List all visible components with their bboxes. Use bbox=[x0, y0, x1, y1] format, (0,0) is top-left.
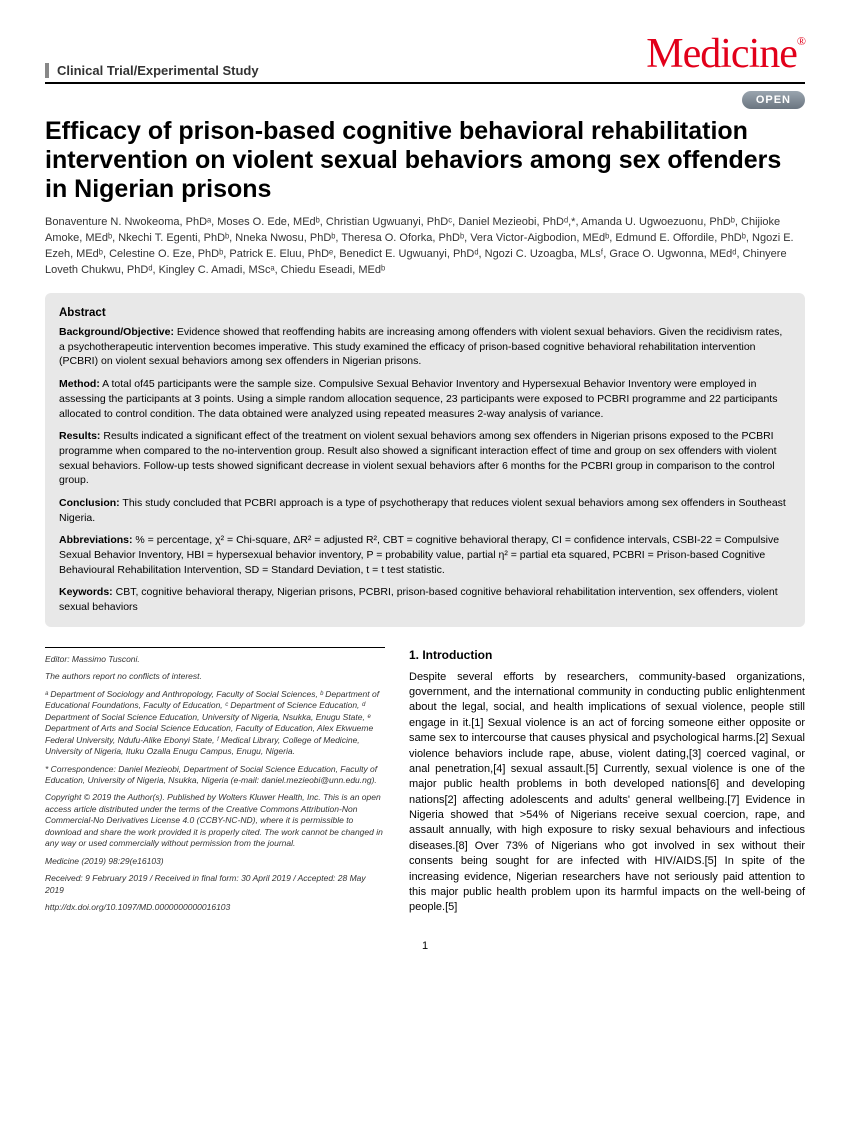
abstract-results: Results: Results indicated a significant… bbox=[59, 429, 791, 488]
registered-icon: ® bbox=[797, 34, 805, 48]
open-badge-row: OPEN bbox=[45, 90, 805, 109]
affiliations: ᵃ Department of Sociology and Anthropolo… bbox=[45, 689, 385, 758]
abbrev-text: % = percentage, χ² = Chi-square, ΔR² = a… bbox=[59, 534, 779, 575]
received-dates: Received: 9 February 2019 / Received in … bbox=[45, 873, 385, 896]
footer-column: Editor: Massimo Tusconi. The authors rep… bbox=[45, 647, 385, 920]
citation: Medicine (2019) 98:29(e16103) bbox=[45, 856, 385, 867]
page-number: 1 bbox=[45, 940, 805, 952]
abstract-method: Method: A total of45 participants were t… bbox=[59, 377, 791, 421]
abbrev-label: Abbreviations: bbox=[59, 534, 133, 546]
method-text: A total of45 participants were the sampl… bbox=[59, 378, 777, 419]
introduction-body: Despite several efforts by researchers, … bbox=[409, 670, 805, 916]
introduction-heading: 1. Introduction bbox=[409, 647, 805, 664]
author-list: Bonaventure N. Nwokeoma, PhDᵃ, Moses O. … bbox=[45, 215, 805, 279]
category-label: Clinical Trial/Experimental Study bbox=[45, 63, 259, 78]
journal-logo: Medicine® bbox=[646, 30, 805, 78]
conclusion-label: Conclusion: bbox=[59, 497, 120, 509]
editor-line: Editor: Massimo Tusconi. bbox=[45, 647, 385, 665]
two-column-layout: Editor: Massimo Tusconi. The authors rep… bbox=[45, 647, 805, 920]
header-divider bbox=[45, 82, 805, 84]
conclusion-text: This study concluded that PCBRI approach… bbox=[59, 497, 786, 524]
abstract-conclusion: Conclusion: This study concluded that PC… bbox=[59, 496, 791, 525]
correspondence: * Correspondence: Daniel Mezieobi, Depar… bbox=[45, 764, 385, 787]
abstract-abbreviations: Abbreviations: % = percentage, χ² = Chi-… bbox=[59, 533, 791, 577]
journal-name: Medicine bbox=[646, 31, 797, 77]
introduction-column: 1. Introduction Despite several efforts … bbox=[409, 647, 805, 920]
abstract-background: Background/Objective: Evidence showed th… bbox=[59, 325, 791, 369]
abstract-keywords: Keywords: CBT, cognitive behavioral ther… bbox=[59, 585, 791, 614]
conflict-of-interest: The authors report no conflicts of inter… bbox=[45, 671, 385, 682]
open-access-badge: OPEN bbox=[742, 91, 805, 109]
keywords-text: CBT, cognitive behavioral therapy, Niger… bbox=[59, 586, 778, 613]
doi: http://dx.doi.org/10.1097/MD.00000000000… bbox=[45, 902, 385, 913]
keywords-label: Keywords: bbox=[59, 586, 113, 598]
copyright: Copyright © 2019 the Author(s). Publishe… bbox=[45, 792, 385, 849]
abstract-box: Abstract Background/Objective: Evidence … bbox=[45, 293, 805, 627]
background-label: Background/Objective: bbox=[59, 326, 174, 338]
abstract-heading: Abstract bbox=[59, 305, 791, 321]
method-label: Method: bbox=[59, 378, 100, 390]
results-text: Results indicated a significant effect o… bbox=[59, 430, 777, 486]
article-title: Efficacy of prison-based cognitive behav… bbox=[45, 117, 805, 203]
results-label: Results: bbox=[59, 430, 100, 442]
header-row: Clinical Trial/Experimental Study Medici… bbox=[45, 30, 805, 78]
